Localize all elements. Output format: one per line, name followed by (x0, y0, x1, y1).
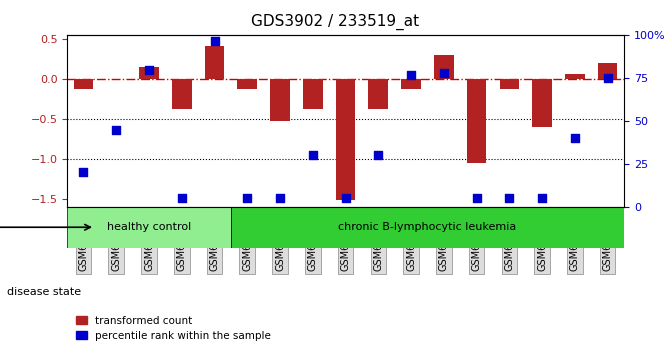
Point (570, 135, 580, 141)
Text: healthy control: healthy control (107, 222, 191, 232)
Point (176, 195, 187, 201)
Text: disease state: disease state (7, 287, 81, 297)
Bar (401, 79, 421, 89)
Bar (270, 79, 290, 121)
Point (78, 170, 89, 175)
Bar (532, 79, 552, 127)
Bar (74, 79, 93, 89)
Point (406, 72, 417, 78)
Bar (139, 67, 159, 79)
Point (111, 127, 121, 132)
Point (471, 195, 482, 201)
Bar (499, 79, 519, 89)
Point (144, 67, 154, 73)
Bar (434, 55, 454, 79)
Legend: transformed count, percentile rank within the sample: transformed count, percentile rank withi… (72, 312, 275, 345)
Bar (565, 74, 584, 79)
Bar (205, 46, 224, 79)
Bar (303, 79, 323, 109)
Point (274, 195, 285, 201)
Point (373, 153, 384, 158)
Bar (467, 79, 486, 163)
Point (209, 38, 220, 44)
Point (537, 195, 548, 201)
FancyBboxPatch shape (67, 207, 231, 248)
FancyBboxPatch shape (231, 207, 624, 248)
Point (504, 195, 515, 201)
Bar (336, 79, 356, 200)
Text: GDS3902 / 233519_at: GDS3902 / 233519_at (252, 14, 419, 30)
Bar (172, 79, 192, 109)
Text: chronic B-lymphocytic leukemia: chronic B-lymphocytic leukemia (338, 222, 517, 232)
Point (603, 75, 613, 81)
Bar (368, 79, 388, 109)
Bar (598, 63, 617, 79)
Point (242, 195, 253, 201)
Point (438, 70, 449, 76)
Bar (238, 79, 257, 89)
Point (307, 153, 318, 158)
Point (340, 195, 351, 201)
